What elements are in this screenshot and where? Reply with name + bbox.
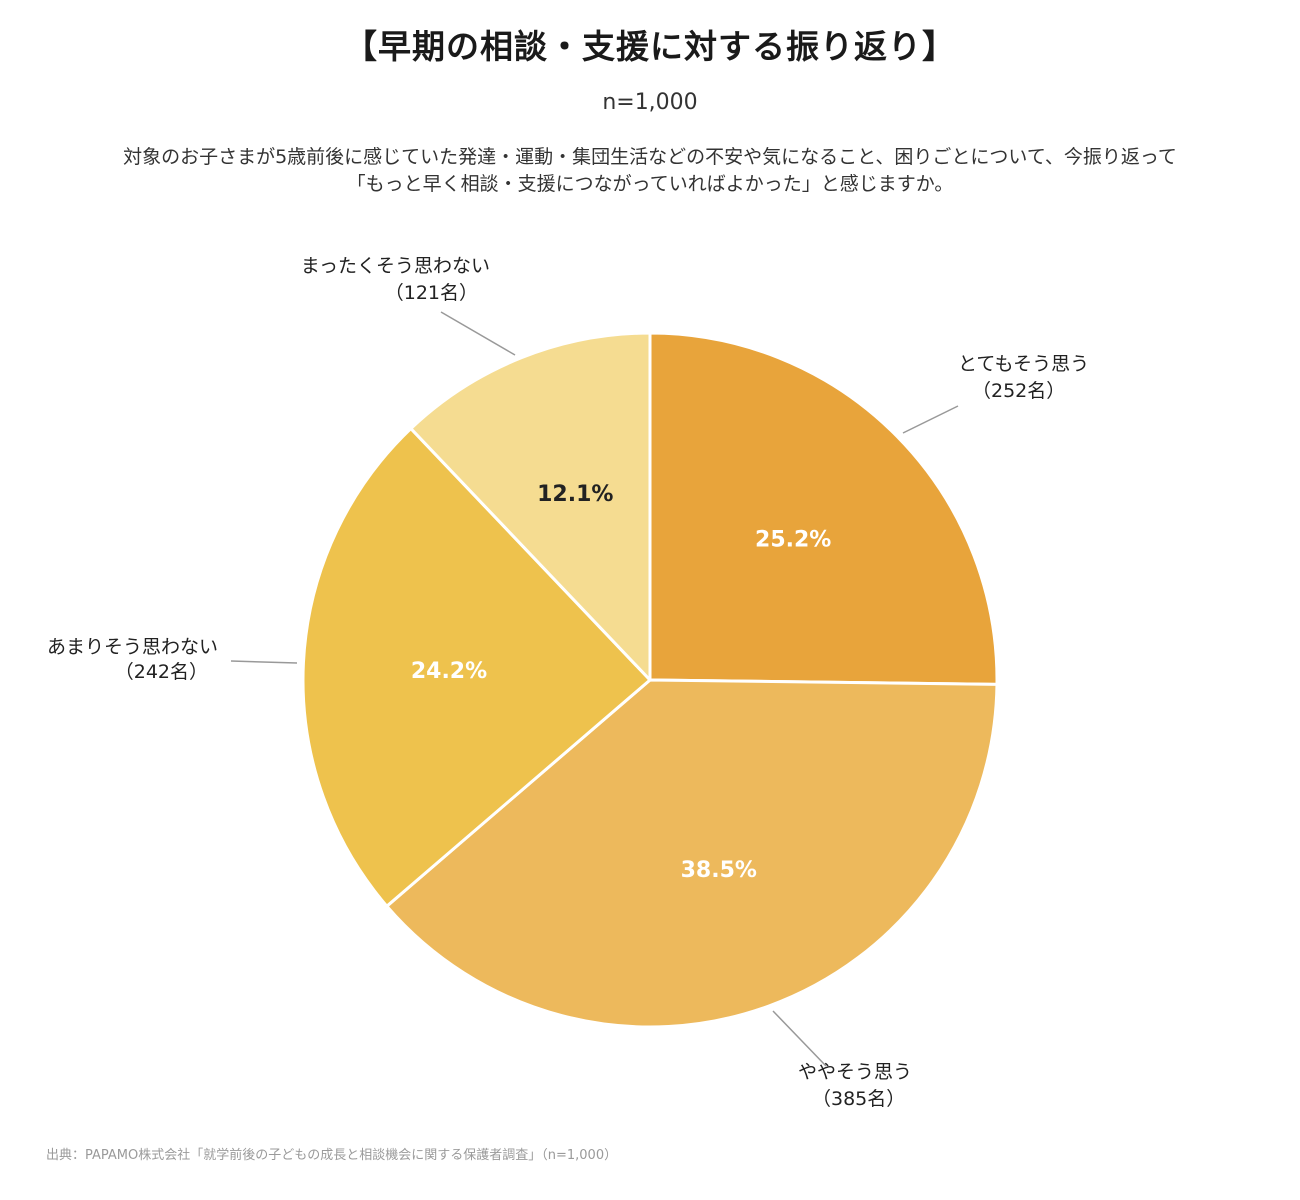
leader-line bbox=[230, 660, 298, 664]
source-note: 出典：PAPAMO株式会社「就学前後の子どもの成長と相談機会に関する保護者調査」… bbox=[46, 1148, 618, 1163]
pie-slice bbox=[409, 331, 652, 682]
pie-slice bbox=[385, 678, 999, 1029]
count-label: （242名） bbox=[115, 661, 208, 683]
category-label: あまりそう思わない bbox=[47, 636, 218, 658]
leader-line bbox=[772, 1010, 827, 1067]
leader-line bbox=[440, 311, 516, 356]
question-line-1: 対象のお子さまが5歳前後に感じていた発達・運動・集団生活などの不安や気になること… bbox=[123, 146, 1177, 168]
category-label: とてもそう思う bbox=[958, 353, 1089, 375]
chart-title: 【早期の相談・支援に対する振り返り】 bbox=[344, 27, 956, 66]
category-label: まったくそう思わない bbox=[301, 255, 490, 277]
percent-label: 38.5% bbox=[681, 858, 757, 883]
count-label: （252名） bbox=[972, 380, 1065, 402]
percent-label: 12.1% bbox=[537, 482, 613, 507]
percent-label: 25.2% bbox=[755, 528, 831, 553]
category-label: ややそう思う bbox=[798, 1061, 912, 1083]
percent-label: 24.2% bbox=[411, 659, 487, 684]
pie-slices bbox=[301, 331, 999, 1029]
pie-slice bbox=[301, 427, 652, 908]
survey-question: 対象のお子さまが5歳前後に感じていた発達・運動・集団生活などの不安や気になること… bbox=[0, 144, 1300, 198]
percent-labels: 25.2% 38.5% 24.2% 12.1% bbox=[411, 482, 832, 883]
sample-size: n=1,000 bbox=[602, 90, 698, 115]
leader-lines bbox=[230, 311, 959, 1067]
category-labels: とてもそう思う （252名） ややそう思う （385名） あまりそう思わない （242名）… bbox=[47, 255, 1089, 1110]
leader-line bbox=[902, 405, 959, 434]
count-label: （121名） bbox=[385, 282, 478, 304]
pie-slice bbox=[648, 331, 999, 686]
count-label: （385名） bbox=[812, 1088, 905, 1110]
question-line-2: 「もっと早く相談・支援につながっていればよかった」と感じますか。 bbox=[346, 173, 954, 195]
